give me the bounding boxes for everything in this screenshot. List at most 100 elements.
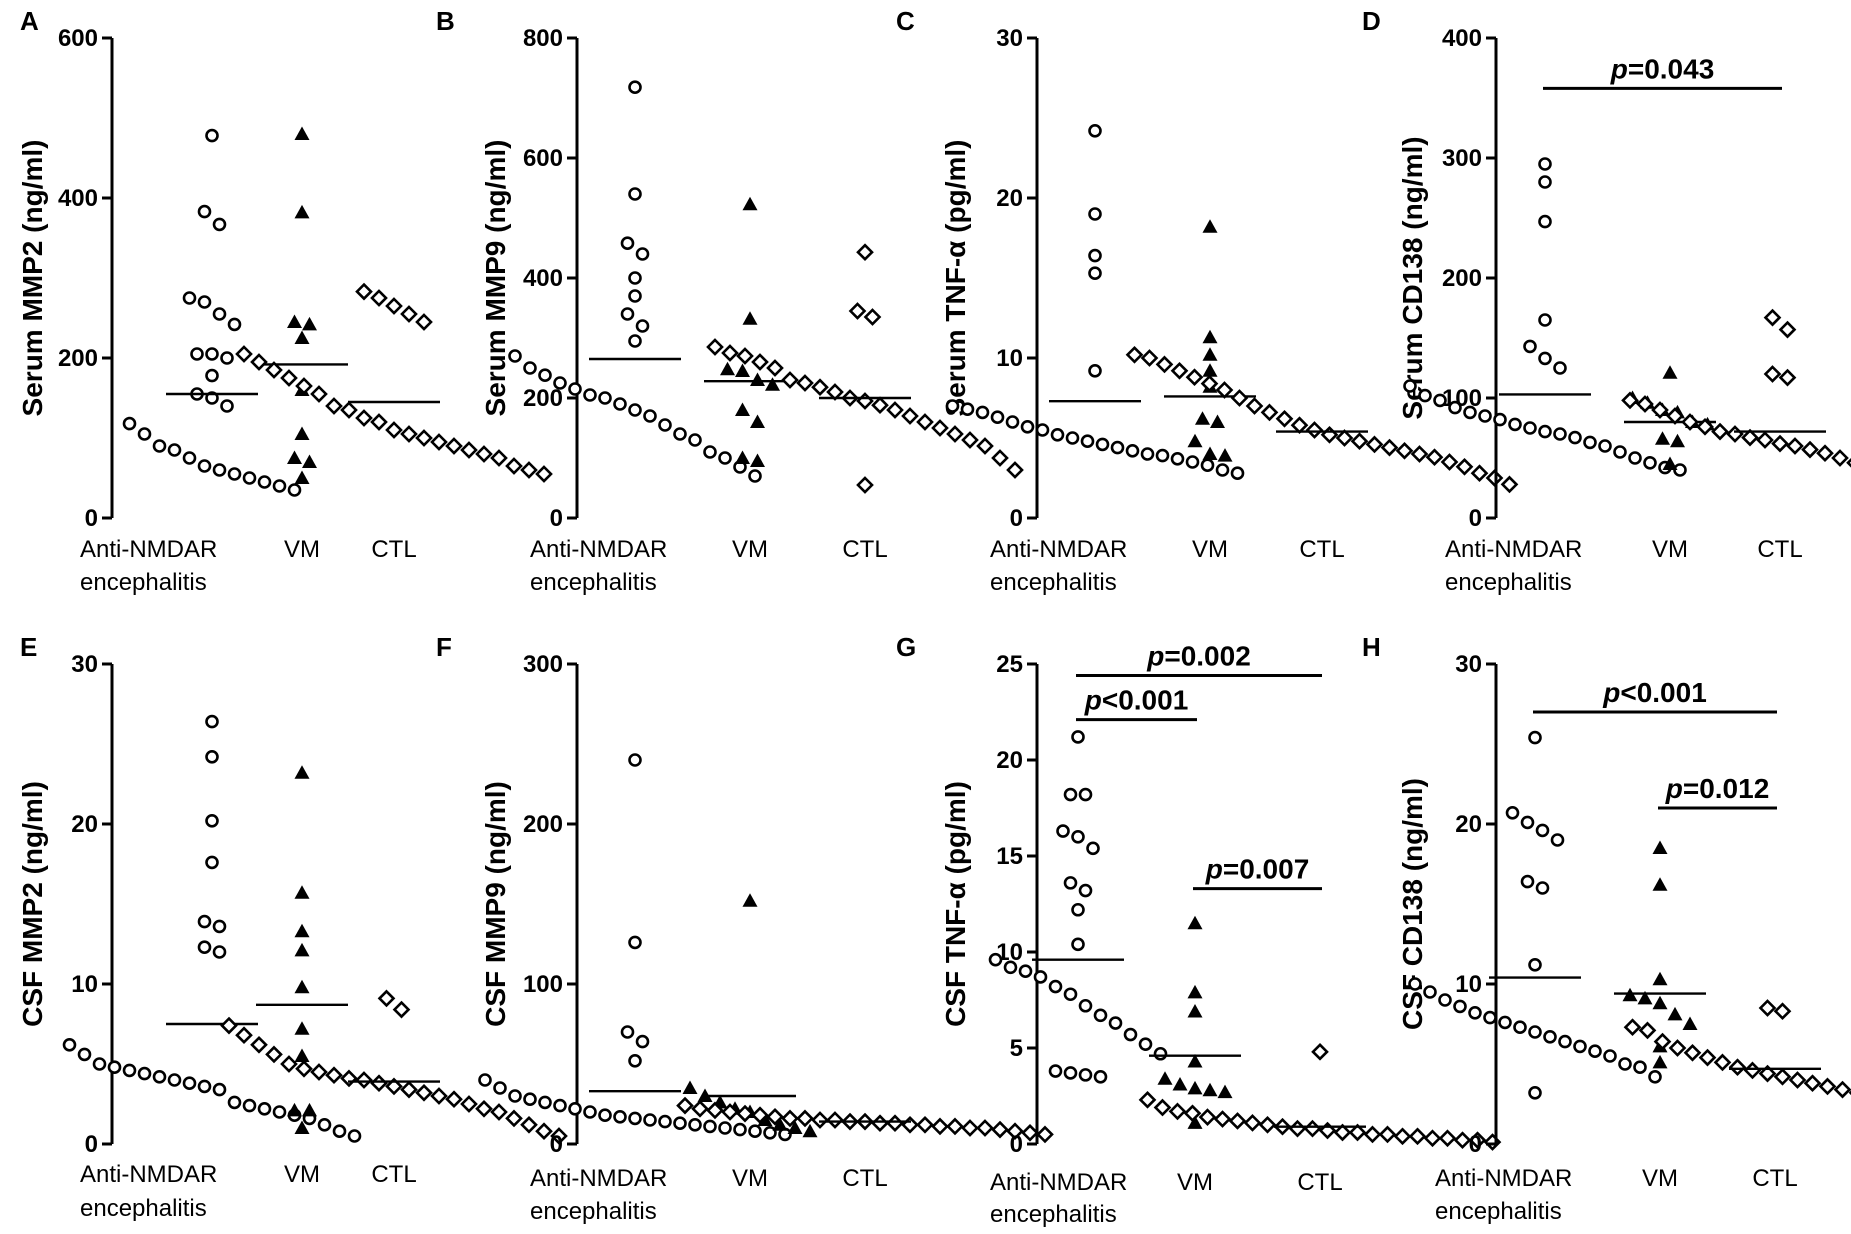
data-point <box>643 1113 657 1127</box>
data-point <box>1756 431 1774 449</box>
data-point <box>1535 881 1550 895</box>
data-point <box>856 392 874 410</box>
data-point <box>1493 412 1507 427</box>
data-point <box>294 330 310 344</box>
panel-label: H <box>1362 632 1381 662</box>
data-point <box>1483 1010 1497 1025</box>
data-point <box>1311 1043 1329 1061</box>
data-point <box>1170 361 1189 380</box>
data-point <box>257 475 272 489</box>
data-point <box>370 413 388 431</box>
data-point <box>1187 1053 1203 1068</box>
data-point <box>538 368 552 383</box>
data-point <box>280 1055 298 1073</box>
y-tick-label: 200 <box>523 385 563 412</box>
data-point <box>1648 1070 1662 1084</box>
data-point <box>370 1074 388 1093</box>
data-point <box>445 437 463 455</box>
data-point <box>848 302 867 320</box>
x-category-label: Anti-NMDAR <box>990 1169 1127 1196</box>
data-point <box>1071 829 1085 844</box>
data-point <box>493 1081 507 1095</box>
data-point <box>197 295 212 309</box>
data-point <box>415 1083 433 1102</box>
data-point <box>886 401 904 419</box>
data-point <box>1395 441 1414 460</box>
data-point <box>1071 902 1085 917</box>
data-point <box>628 271 642 285</box>
data-point <box>205 714 219 729</box>
y-tick-label: 0 <box>1010 1131 1023 1158</box>
data-point <box>1628 451 1642 465</box>
data-point <box>1006 1122 1024 1141</box>
data-point <box>1438 1129 1457 1148</box>
data-point <box>1071 937 1085 952</box>
x-category-label: Anti-NMDAR <box>1435 1165 1572 1192</box>
data-point <box>1093 1070 1108 1084</box>
panel-label: D <box>1362 6 1381 36</box>
data-point <box>1183 1104 1202 1123</box>
data-point <box>1816 444 1834 463</box>
data-point <box>1202 219 1218 233</box>
data-point <box>811 1111 829 1129</box>
y-axis-label: CSF MMP9 (ng/ml) <box>480 781 511 1027</box>
data-point <box>550 1127 568 1145</box>
data-point <box>385 1077 403 1096</box>
data-point <box>205 391 219 405</box>
y-tick-label: 100 <box>1442 385 1482 412</box>
data-point <box>1448 400 1462 415</box>
data-point <box>1050 427 1065 442</box>
data-point <box>1035 423 1050 437</box>
data-point <box>1350 432 1369 451</box>
data-point <box>1652 840 1668 854</box>
data-point <box>988 952 1003 967</box>
data-point <box>220 351 234 365</box>
data-point <box>991 1120 1009 1139</box>
x-category-label: Anti-NMDAR <box>530 536 667 563</box>
data-point <box>553 1098 567 1113</box>
data-point <box>946 425 964 443</box>
data-point <box>340 1069 358 1088</box>
x-category-label: VM <box>1642 1165 1678 1192</box>
data-point <box>1363 1125 1382 1144</box>
x-category-label: CTL <box>1297 1169 1342 1196</box>
data-point <box>720 361 735 376</box>
data-point <box>706 1101 724 1120</box>
data-point <box>1508 417 1522 432</box>
y-tick-label: 600 <box>58 25 98 52</box>
data-point <box>1078 787 1093 802</box>
data-point <box>227 317 242 332</box>
data-point <box>1655 431 1670 445</box>
data-point <box>205 813 219 828</box>
data-point <box>1305 421 1324 439</box>
data-point <box>620 236 635 250</box>
data-point <box>1125 345 1144 364</box>
x-category-label: Anti-NMDAR <box>990 536 1127 563</box>
y-tick-label: 0 <box>1010 505 1023 532</box>
data-point <box>1433 393 1447 408</box>
y-tick-label: 10 <box>1455 971 1482 998</box>
data-point <box>1667 1006 1683 1021</box>
data-point <box>751 353 769 371</box>
y-tick-label: 20 <box>996 747 1023 774</box>
data-point <box>1403 379 1417 393</box>
x-category-label: VM <box>284 1161 320 1188</box>
data-point <box>325 1066 343 1085</box>
data-point <box>1683 1043 1702 1062</box>
data-point <box>1505 805 1520 820</box>
data-point <box>400 305 418 323</box>
data-point <box>1217 448 1233 462</box>
data-point <box>787 1120 803 1134</box>
y-tick-label: 20 <box>1455 811 1482 838</box>
data-point <box>1538 175 1552 189</box>
y-tick-label: 10 <box>996 345 1023 372</box>
data-point <box>765 377 780 391</box>
y-tick-label: 200 <box>1442 265 1482 292</box>
data-point <box>916 413 934 431</box>
data-point <box>1095 437 1110 452</box>
data-point <box>1153 1046 1168 1061</box>
data-point <box>1200 458 1215 473</box>
data-point <box>1528 730 1542 745</box>
data-point <box>1202 446 1218 460</box>
